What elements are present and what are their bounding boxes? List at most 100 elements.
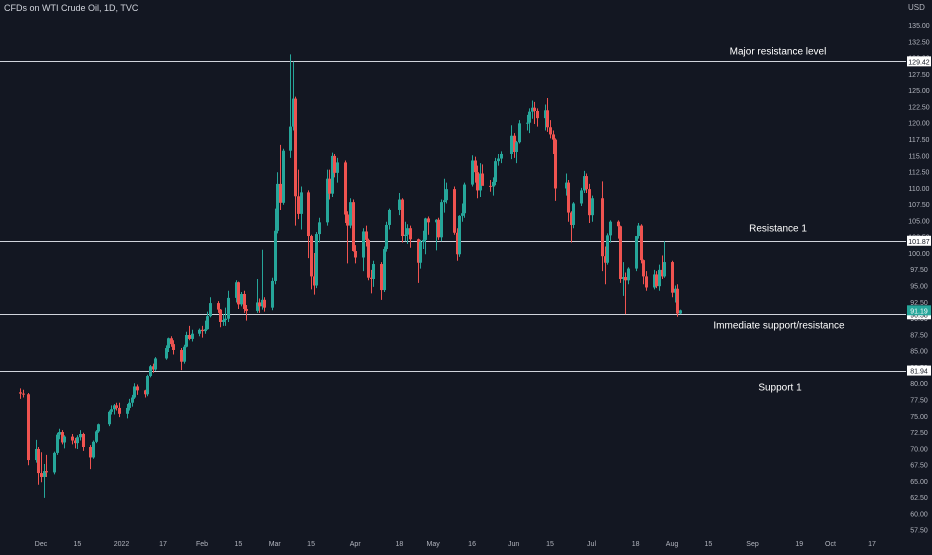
candle-body — [471, 160, 474, 185]
x-tick-label: 15 — [307, 541, 315, 548]
candle-body — [604, 256, 607, 263]
candle-body — [310, 236, 313, 277]
candle-body — [45, 471, 48, 473]
candle-body — [624, 277, 627, 281]
candle-body — [352, 202, 355, 251]
candle-body — [552, 134, 555, 140]
candle-body — [165, 348, 168, 359]
y-tick-label: 75.00 — [910, 414, 928, 421]
candle-body — [481, 173, 484, 186]
candle-body — [658, 269, 661, 287]
candle-body — [380, 264, 383, 291]
x-tick-label: Mar — [269, 541, 282, 548]
candle-body — [601, 198, 604, 257]
candle-body — [300, 192, 303, 214]
candle-body — [133, 386, 136, 398]
x-tick-label: 15 — [704, 541, 712, 548]
candle-body — [108, 411, 111, 425]
candle-body — [188, 335, 191, 339]
candle-body — [565, 182, 568, 189]
candle-body — [518, 123, 521, 143]
y-tick-label: 90.00 — [910, 316, 928, 323]
candle-body — [349, 202, 352, 226]
candle-body — [500, 153, 503, 159]
candle-body — [256, 302, 259, 311]
candles — [19, 54, 682, 498]
candle-body — [674, 288, 677, 293]
y-tick-label: 95.00 — [910, 284, 928, 291]
candle-body — [149, 366, 152, 377]
y-tick-label: 85.00 — [910, 349, 928, 356]
currency-label: USD — [908, 3, 925, 12]
candle-body — [333, 155, 336, 173]
candle-body — [445, 189, 448, 201]
candle-body — [528, 111, 531, 123]
candle-body — [58, 432, 61, 435]
candle-body — [258, 302, 261, 307]
candle-body — [417, 239, 420, 263]
y-tick-label: 117.50 — [909, 137, 930, 144]
x-tick-label: 18 — [395, 541, 403, 548]
candle-body — [645, 276, 648, 288]
time-axis: Dec 15 2022 17 Feb 15 Mar 15 Apr 18 May 16 Jun 15 Jul 1… — [35, 541, 876, 548]
level-price-label: 129.42 — [908, 59, 930, 66]
candle-body — [456, 232, 459, 255]
x-tick-label: 17 — [868, 541, 876, 548]
level-annotation: Support 1 — [758, 383, 802, 394]
candle-body — [458, 215, 461, 255]
y-tick-label: 87.50 — [910, 332, 928, 339]
candle-body — [167, 338, 170, 349]
y-tick-label: 92.50 — [910, 300, 928, 307]
candle-body — [118, 407, 121, 414]
candle-body — [544, 110, 547, 119]
candle-body — [263, 299, 266, 308]
price-axis: 57.50 60.00 62.50 65.00 67.50 70.00 72.50 75.00… — [906, 0, 932, 550]
candle-body — [71, 436, 74, 441]
candle-body — [427, 218, 430, 223]
candle-body — [435, 219, 438, 223]
candle-body — [591, 198, 594, 216]
candle-body — [154, 358, 157, 370]
candle-body — [385, 224, 388, 250]
candle-body — [346, 214, 349, 226]
candle-body — [404, 234, 407, 237]
candle-body — [494, 161, 497, 182]
candle-body — [489, 185, 492, 187]
candle-body — [276, 183, 279, 231]
level-price-tag — [907, 235, 931, 246]
candle-body — [170, 338, 173, 345]
y-tick-label: 105.00 — [908, 218, 930, 225]
y-tick-label: 67.50 — [910, 463, 928, 470]
level-price-label: 101.87 — [908, 239, 930, 246]
candle-body — [440, 202, 443, 238]
candle-body — [297, 196, 300, 214]
candle-body — [655, 274, 658, 287]
candle-body — [279, 183, 282, 203]
y-tick-label: 127.50 — [908, 72, 930, 79]
y-tick-label: 132.50 — [908, 39, 930, 46]
y-tick-label: 112.50 — [909, 170, 930, 177]
candle-body — [580, 190, 583, 204]
y-tick-label: 60.00 — [910, 511, 928, 518]
candle-body — [515, 142, 518, 153]
candle-body — [443, 200, 446, 203]
candle-body — [136, 386, 139, 391]
candle-body — [588, 189, 591, 216]
candle-body — [37, 448, 40, 474]
candle-body — [172, 344, 175, 350]
candle-body — [89, 447, 92, 458]
candle-body — [261, 299, 264, 307]
candle-body — [95, 431, 98, 442]
x-tick-label: 15 — [546, 541, 554, 548]
candle-body — [53, 452, 56, 473]
candle-body — [128, 402, 131, 408]
candle-body — [237, 282, 240, 305]
candle-body — [463, 184, 466, 214]
candle-body — [43, 471, 46, 477]
candle-body — [191, 333, 194, 339]
candle-body — [326, 178, 329, 223]
x-tick-label: Oct — [825, 541, 836, 548]
candle-body — [461, 213, 464, 216]
